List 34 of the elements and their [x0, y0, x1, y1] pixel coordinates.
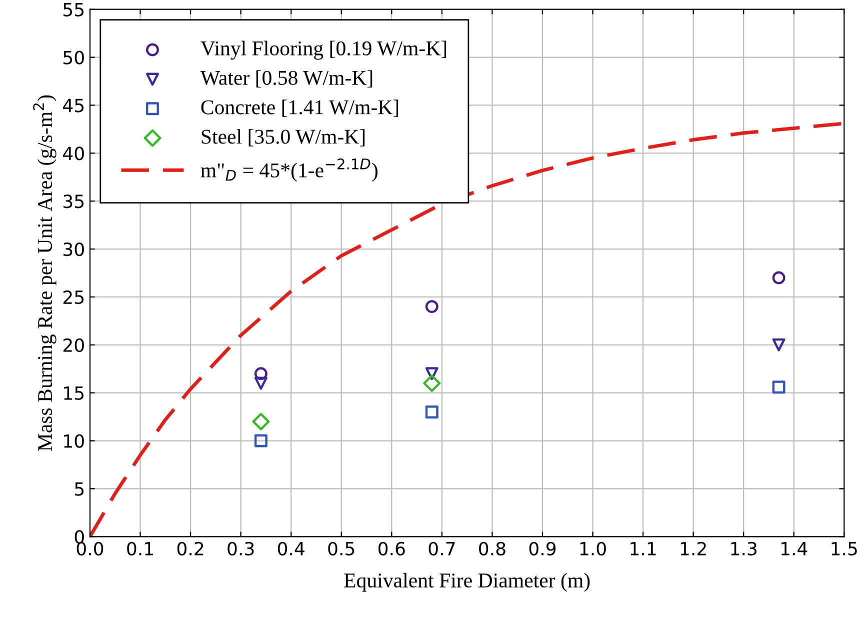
y-tick-label: 10 [64, 434, 84, 448]
legend-label: Steel [35.0 W/m-K] [202, 129, 365, 146]
y-tick-label: 5 [75, 482, 84, 496]
y-tick-label: 40 [63, 146, 84, 160]
y-tick-label: 50 [64, 50, 84, 64]
x-tick-label: 1.4 [781, 542, 808, 556]
x-axis-title: Equivalent Fire Diameter (m) [344, 572, 590, 592]
x-tick-label: 1.2 [680, 542, 706, 556]
y-tick-label: 30 [64, 242, 84, 256]
legend-label: m"$_{D}$ = 45*(1-e$^{−2.1D}$) [200, 158, 378, 182]
x-tick-label: 1.1 [630, 542, 656, 556]
legend-label: Concrete [1.41 W/m-K] [201, 100, 398, 117]
x-tick-label: 0.6 [378, 542, 405, 556]
x-tick-label: 0.5 [328, 542, 354, 556]
x-tick-label: 0.9 [529, 542, 556, 556]
y-tick-label: 15 [64, 386, 84, 400]
y-axis-title: Mass Burning Rate per Unit Area (g/s-m$^{2}$) [33, 95, 56, 452]
x-tick-label: 0.0 [76, 542, 104, 556]
x-tick-label: 0.4 [278, 542, 304, 556]
x-tick-label: 1.3 [731, 542, 756, 556]
y-tick-label: 55 [64, 3, 84, 16]
x-tick-label: 1.0 [580, 542, 606, 556]
x-tick-label: 0.2 [177, 542, 204, 556]
x-tick-label: 0.1 [127, 542, 153, 556]
y-tick-label: 35 [64, 194, 84, 208]
x-tick-label: 0.3 [228, 542, 254, 556]
x-tick-label: 0.7 [428, 542, 455, 556]
x-tick-label: 0.8 [479, 542, 506, 556]
y-tick-label: 25 [63, 290, 84, 304]
y-tick-label: 20 [63, 338, 84, 352]
y-tick-label: 45 [63, 98, 84, 112]
x-tick-label: 1.5 [832, 542, 857, 556]
legend-label: Vinyl Flooring [0.19 W/m-K] [200, 40, 446, 60]
legend-label: Water [0.58 W/m-K] [200, 70, 372, 88]
